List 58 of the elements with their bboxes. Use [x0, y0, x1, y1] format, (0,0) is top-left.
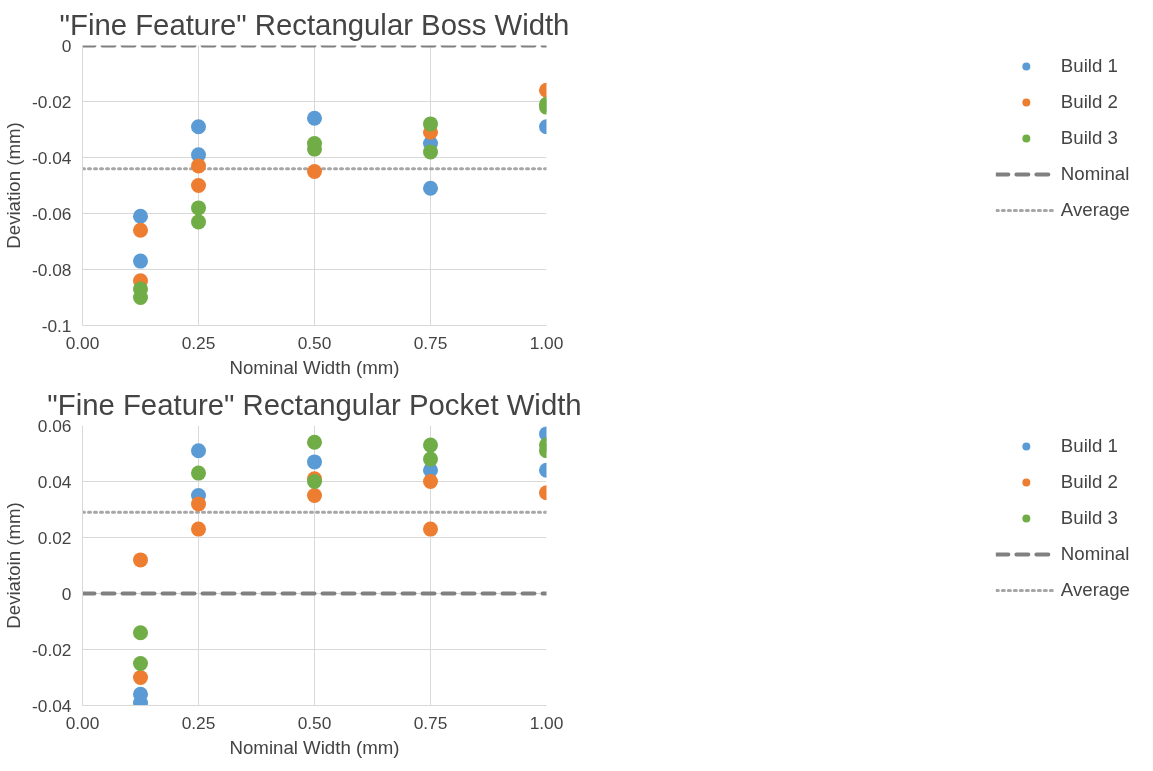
- point: [307, 164, 322, 179]
- point: [133, 670, 148, 685]
- legend-label: Build 2: [1060, 91, 1118, 113]
- point: [191, 465, 206, 481]
- legend-label: Nominal: [1060, 543, 1130, 565]
- point: [133, 552, 148, 568]
- point: [191, 214, 206, 230]
- x-tick-label: 0.50: [297, 332, 332, 353]
- x-axis-title: Nominal Width (mm): [229, 356, 400, 378]
- x-tick-label: 1.00: [529, 332, 564, 353]
- x-tick-label: 0.75: [413, 332, 448, 353]
- y-tick-label: 0.02: [37, 527, 72, 548]
- y-tick-label: -0.06: [32, 203, 72, 224]
- legend-label: Nominal: [1060, 163, 1130, 185]
- point: [191, 200, 206, 216]
- point: [191, 521, 206, 537]
- point: [423, 180, 438, 196]
- y-tick-label: -0.08: [32, 259, 72, 280]
- point: [191, 119, 206, 135]
- x-tick-label: 1.00: [529, 712, 564, 733]
- point: [133, 656, 148, 671]
- point: [191, 496, 206, 512]
- y-tick-label: 0: [61, 583, 72, 604]
- x-axis-title: Nominal Width (mm): [229, 736, 400, 758]
- point: [423, 144, 438, 160]
- point: [423, 451, 438, 467]
- x-tick-label: 0.75: [413, 712, 448, 733]
- point: [307, 110, 322, 126]
- point: [133, 253, 148, 269]
- point: [191, 178, 206, 193]
- x-tick-label: 0.25: [181, 712, 216, 733]
- legend-label: Build 2: [1060, 471, 1118, 493]
- legend-label: Average: [1060, 199, 1130, 221]
- y-tick-label: -0.02: [32, 639, 72, 660]
- legend-label: Average: [1060, 579, 1130, 601]
- point: [133, 625, 148, 641]
- point: [423, 116, 438, 132]
- point: [191, 443, 206, 459]
- y-tick-label: -0.02: [32, 91, 72, 112]
- point: [191, 158, 206, 174]
- legend-label: Build 1: [1060, 435, 1118, 457]
- point: [133, 208, 148, 224]
- point: [307, 434, 322, 450]
- x-tick-label: 0.50: [297, 712, 332, 733]
- point: [307, 488, 322, 503]
- legend-label: Build 1: [1060, 55, 1118, 77]
- legend-label: Build 3: [1060, 507, 1118, 529]
- y-tick-label: -0.04: [32, 147, 72, 168]
- point: [423, 437, 438, 453]
- y-axis-title: Deviation (mm): [3, 122, 24, 249]
- point: [423, 474, 438, 489]
- y-tick-label: 0.04: [37, 471, 72, 492]
- legend-label: Build 3: [1060, 127, 1118, 149]
- point: [423, 521, 438, 537]
- y-axis-title: Deviatoin (mm): [3, 502, 24, 629]
- point: [307, 454, 322, 470]
- x-tick-label: 0.25: [181, 332, 216, 353]
- point: [133, 222, 148, 238]
